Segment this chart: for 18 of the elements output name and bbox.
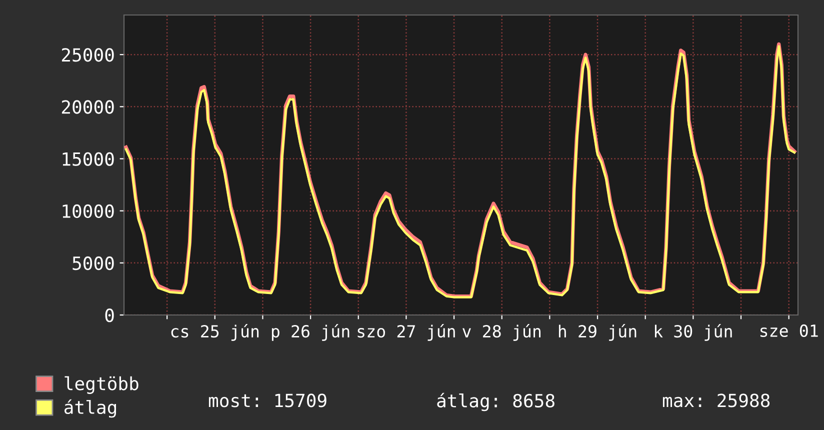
text: átlag: 8658: [437, 392, 554, 412]
text: max: 25988: [662, 394, 770, 408]
text: most: 15709: [208, 394, 326, 408]
x-tick-label: v 28 jún: [462, 324, 541, 341]
x-tick-label: h 29 jún: [558, 324, 636, 341]
x-tick-label: k 30 jún: [654, 324, 732, 341]
x-tick-label: sze 01: [760, 324, 818, 338]
y-tick-label: 25000: [62, 48, 114, 62]
legend-label: legtöbb: [64, 376, 138, 394]
y-tick-label: 10000: [62, 204, 114, 218]
y-tick-label: 15000: [62, 152, 114, 166]
y-tick-label: 20000: [62, 100, 114, 114]
y-tick-label: 0: [105, 308, 114, 322]
x-tick-label: cs 25 jún: [171, 324, 259, 341]
legend-label: átlag: [64, 399, 116, 418]
x-tick-label: p 26 jún: [272, 324, 350, 341]
x-tick-label: szo 27 jún: [358, 324, 455, 341]
y-tick-label: 5000: [72, 256, 114, 270]
